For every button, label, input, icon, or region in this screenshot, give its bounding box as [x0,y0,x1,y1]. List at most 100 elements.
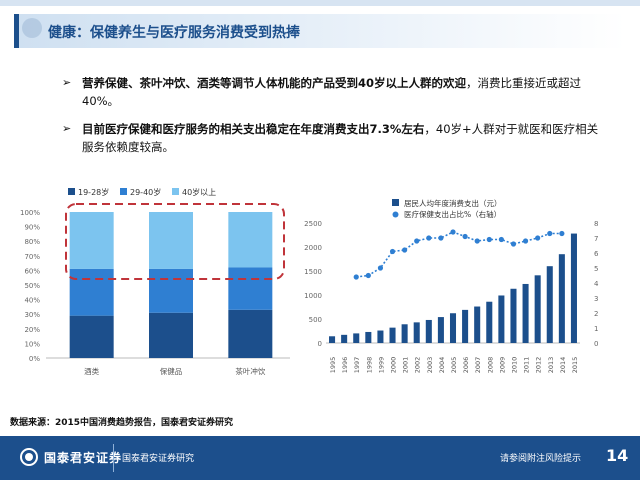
legend-swatch [120,188,127,195]
spending-bar [498,295,505,343]
spending-bar [449,313,457,343]
stacked-bar-segment [149,312,193,358]
stacked-bar-segment [228,309,273,358]
x-tick-label: 1995 [329,357,337,374]
x-tick-label: 1996 [341,357,349,374]
legend-swatch [68,188,75,195]
stacked-bar-segment [69,315,114,358]
y-tick-label: 70% [24,253,40,261]
spending-bar [425,319,432,343]
data-source: 数据来源：2015中国消费趋势报告，国泰君安证券研究 [10,418,234,428]
x-tick-label: 2014 [559,357,567,374]
legend-marker [392,211,399,218]
x-tick-label: 2011 [523,357,531,374]
x-tick-label: 2007 [474,357,482,374]
y-right-tick-label: 1 [594,325,598,333]
spending-bar [329,336,336,343]
arrow-bullet-icon: ➢ [62,76,72,89]
highlight-dashed-box [65,203,285,280]
x-tick-label: 2004 [438,357,446,374]
stacked-bar-segment [69,268,114,316]
x-tick-label: 1998 [365,357,373,374]
y-left-tick-label: 0 [318,340,322,348]
medical-share-point [353,274,359,280]
spending-bar [486,301,493,343]
company-logo-icon [20,448,38,466]
bullet-2-bold: 目前医疗保健和医疗服务的相关支出稳定在年度消费支出7.3%左右 [82,122,425,136]
title-logo-icon [22,18,42,38]
medical-share-point [486,236,492,243]
title-background [14,14,626,48]
bullet-item-1: ➢ 营养保健、茶叶冲饮、酒类等调节人体机能的产品受到40岁以上人群的欢迎，消费比… [62,74,602,110]
medical-share-point [377,265,384,271]
x-tick-label: 保健品 [160,366,183,376]
medical-share-point [402,247,408,253]
y-tick-label: 90% [24,224,40,232]
spending-bar [437,317,444,343]
x-tick-label: 2003 [426,357,434,374]
legend-label: 29-40岁 [130,187,161,197]
bullet-list: ➢ 营养保健、茶叶冲饮、酒类等调节人体机能的产品受到40岁以上人群的欢迎，消费比… [62,74,602,166]
bullet-1-bold: 营养保健、茶叶冲饮、酒类等调节人体机能的产品受到40岁以上人群的欢迎 [82,76,466,90]
x-tick-label: 2006 [462,357,470,374]
medical-share-point [426,235,432,241]
legend-label: 19-28岁 [78,187,109,197]
medical-spending-chart: 居民人均年度消费支出（元）医疗保健支出占比%（右轴）05001000150020… [304,198,599,374]
spending-bar [341,334,348,343]
stacked-bar-segment [149,212,193,269]
x-tick-label: 2015 [571,357,579,374]
medical-share-point [389,248,396,255]
x-tick-label: 茶叶冲饮 [235,366,265,376]
footer-risk-notice: 请参阅附注风险提示 [500,454,582,464]
bullet-1-text: ，消费比重接近或超过40%。 [82,76,581,108]
y-tick-label: 20% [24,326,40,334]
y-left-tick-label: 2500 [304,220,322,228]
x-tick-label: 1997 [353,357,361,374]
x-tick-label: 2009 [498,357,506,374]
footer-research: 国泰君安证券研究 [122,454,195,464]
y-tick-label: 60% [24,267,40,275]
stacked-bar-segment [228,212,273,268]
bullet-item-2: ➢ 目前医疗保健和医疗服务的相关支出稳定在年度消费支出7.3%左右，40岁+人群… [62,120,602,156]
legend-label: 40岁以上 [182,187,216,197]
spending-bar [558,254,565,343]
medical-share-point [522,238,529,244]
spending-bar [462,309,469,343]
y-left-tick-label: 1000 [304,292,322,300]
x-tick-label: 2010 [510,357,518,374]
x-tick-label: 2000 [390,357,398,374]
spending-bar [413,322,420,343]
stacked-bar-segment [69,212,114,269]
medical-share-line [356,231,562,278]
x-tick-label: 1999 [377,357,385,374]
y-tick-label: 80% [24,238,40,246]
spending-bar [510,288,517,343]
medical-share-point [535,235,541,241]
spending-bar [365,331,372,343]
spending-bar [534,275,541,343]
footer-bar [0,436,640,480]
x-tick-label: 2002 [414,357,422,374]
bullet-2-text: ，40岁+人群对于就医和医疗相关服务依赖度较高。 [82,122,599,154]
legend-swatch [172,188,179,195]
stacked-bar-segment [149,268,193,313]
medical-share-point [365,272,371,279]
x-tick-label: 2005 [450,357,458,374]
legend-label: 居民人均年度消费支出（元） [404,198,502,208]
y-tick-label: 50% [24,282,40,290]
y-right-tick-label: 7 [594,235,598,243]
medical-share-point [438,235,444,241]
footer-divider [113,444,114,472]
header-strip [0,0,640,6]
y-tick-label: 40% [24,297,40,305]
y-left-tick-label: 1500 [304,268,322,276]
x-tick-label: 2008 [486,357,494,374]
medical-share-point [474,238,480,244]
y-left-tick-label: 500 [309,316,322,324]
y-right-tick-label: 0 [594,340,598,348]
y-right-tick-label: 8 [594,220,598,228]
y-right-tick-label: 4 [594,280,599,288]
y-right-tick-label: 3 [594,295,598,303]
x-tick-label: 2001 [402,357,410,374]
y-right-tick-label: 5 [594,265,598,273]
